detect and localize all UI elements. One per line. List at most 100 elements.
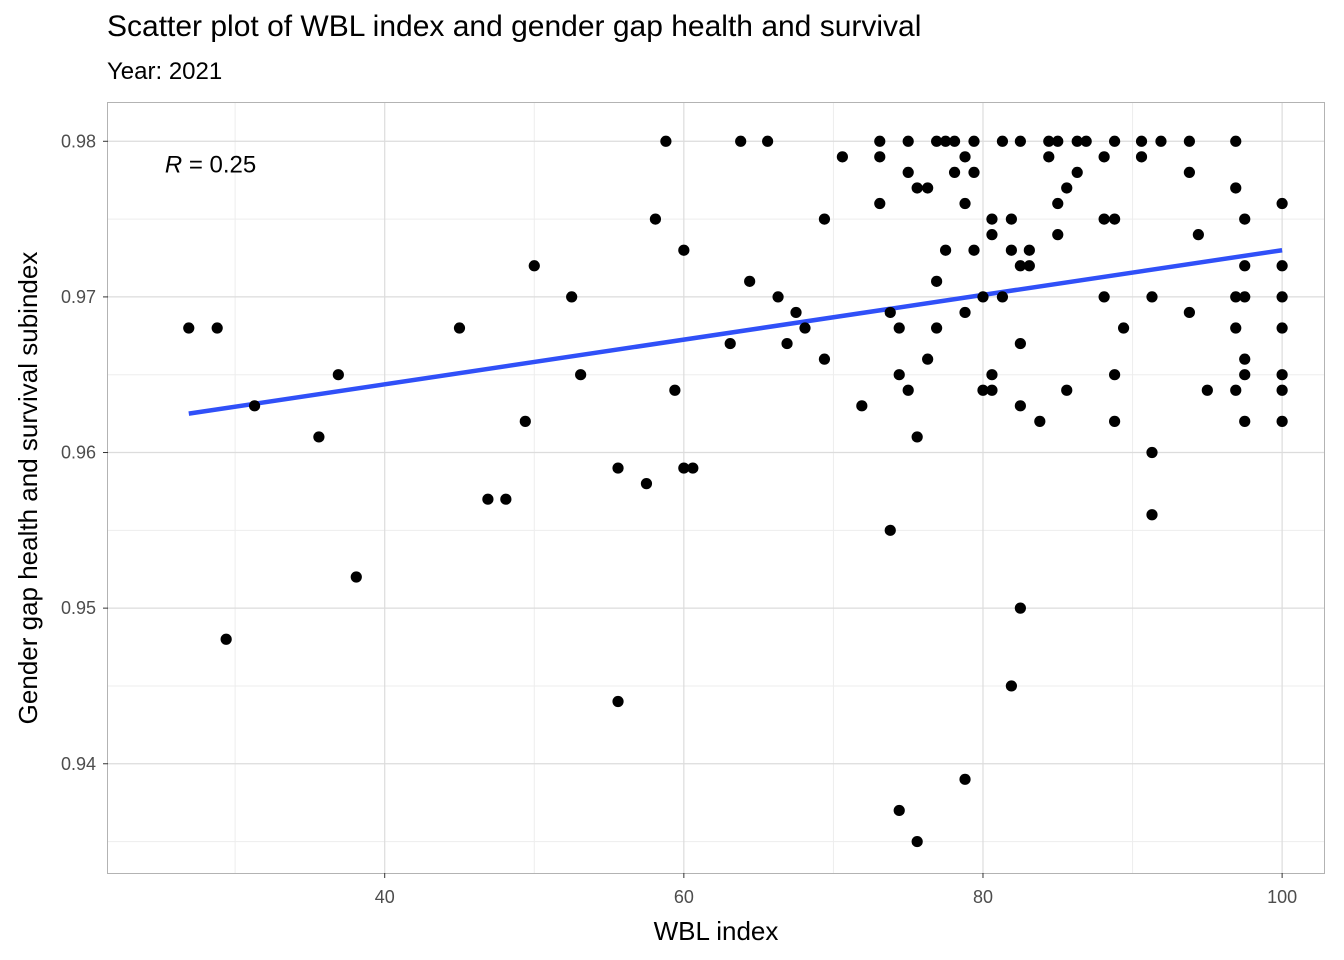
data-point: [1043, 151, 1055, 163]
x-tick-label: 100: [1267, 887, 1297, 907]
x-axis-title: WBL index: [654, 916, 779, 946]
data-point: [1183, 306, 1195, 319]
data-point: [1192, 229, 1204, 241]
data-point: [678, 244, 690, 256]
data-point: [1014, 135, 1026, 147]
data-point: [1014, 400, 1026, 412]
data-point: [986, 229, 998, 241]
data-point: [1239, 353, 1251, 365]
data-point: [1014, 260, 1026, 272]
data-point: [968, 135, 980, 147]
data-point: [996, 291, 1009, 303]
data-point: [248, 400, 261, 412]
data-point: [1071, 135, 1083, 147]
data-point: [669, 384, 681, 396]
grid: [108, 103, 1324, 873]
data-point: [818, 353, 831, 365]
data-point: [1239, 291, 1251, 303]
data-point: [1061, 384, 1073, 396]
data-point: [874, 151, 886, 163]
data-point: [902, 135, 914, 147]
data-point: [332, 369, 344, 381]
data-point: [1117, 322, 1130, 334]
data-point: [986, 384, 998, 396]
data-point: [1276, 384, 1288, 396]
data-point: [1034, 415, 1046, 427]
points-layer: [183, 135, 1288, 848]
panel-border: [107, 102, 1325, 874]
y-tick-label: 0.96: [61, 443, 96, 463]
data-point: [893, 369, 905, 381]
data-point: [1276, 322, 1288, 334]
data-point: [1052, 229, 1064, 241]
data-point: [948, 166, 961, 179]
tick-labels: 40 60 80 100 0.94 0.95 0.96 0.97 0.98: [61, 131, 1297, 907]
y-tick-label: 0.97: [61, 287, 96, 307]
data-point: [1239, 213, 1251, 225]
correlation-value: = 0.25: [182, 152, 256, 179]
data-point: [528, 260, 540, 272]
x-tick-label: 40: [375, 887, 395, 907]
data-point: [724, 337, 736, 350]
data-point: [1276, 415, 1288, 427]
data-point: [744, 275, 756, 287]
data-point: [959, 151, 971, 163]
data-point: [1014, 602, 1026, 614]
data-point: [220, 633, 232, 645]
data-point: [1276, 369, 1288, 381]
data-point: [649, 213, 662, 225]
data-point: [1080, 135, 1092, 147]
data-point: [1135, 151, 1148, 163]
data-point: [1005, 213, 1017, 225]
x-tick-label: 80: [973, 887, 993, 907]
data-point: [1230, 384, 1242, 396]
data-point: [1239, 369, 1251, 381]
data-point: [1239, 415, 1251, 427]
data-point: [211, 322, 223, 334]
data-point: [977, 384, 989, 396]
data-point: [678, 462, 690, 474]
data-point: [836, 151, 848, 163]
data-point: [922, 353, 934, 365]
data-point: [931, 322, 943, 334]
data-point: [790, 306, 802, 319]
data-point: [1146, 446, 1158, 459]
data-point: [996, 135, 1009, 147]
data-point: [660, 135, 672, 147]
data-point: [959, 306, 971, 319]
data-point: [1098, 291, 1110, 303]
data-point: [453, 322, 466, 334]
data-point: [1276, 291, 1288, 303]
data-point: [856, 400, 868, 412]
data-point: [959, 197, 971, 210]
data-point: [1071, 166, 1083, 179]
data-point: [931, 135, 943, 147]
data-point: [1061, 182, 1073, 194]
data-point: [902, 384, 914, 396]
data-point: [911, 182, 923, 194]
data-point: [772, 291, 784, 303]
data-point: [939, 244, 952, 256]
data-point: [1109, 415, 1121, 427]
data-point: [1155, 135, 1167, 147]
data-point: [1201, 384, 1213, 396]
data-point: [1276, 197, 1288, 210]
data-point: [902, 166, 914, 179]
x-tick-label: 60: [674, 887, 694, 907]
data-point: [1005, 244, 1017, 256]
data-point: [893, 804, 905, 817]
data-point: [566, 291, 578, 303]
data-point: [948, 135, 961, 147]
correlation-annotation: R = 0.25: [165, 152, 256, 179]
data-point: [183, 322, 195, 334]
data-point: [911, 835, 923, 848]
data-point: [818, 213, 831, 225]
data-point: [931, 275, 943, 287]
data-point: [1098, 213, 1110, 225]
data-point: [781, 337, 793, 350]
data-point: [350, 571, 362, 583]
data-point: [1135, 135, 1148, 147]
y-tick-label: 0.94: [61, 754, 96, 774]
data-point: [519, 415, 531, 427]
data-point: [1239, 260, 1251, 272]
